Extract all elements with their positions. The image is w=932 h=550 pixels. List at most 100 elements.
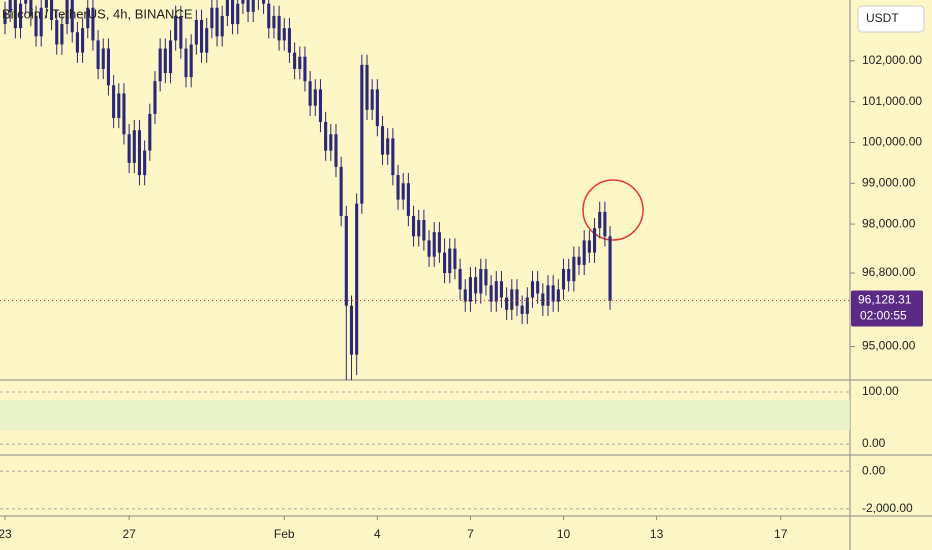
- candle-body: [106, 48, 110, 86]
- candle-body: [29, 0, 33, 16]
- candle-body: [411, 215, 416, 237]
- candle-body: [298, 56, 302, 69]
- candle-body: [24, 0, 28, 4]
- x-tick-label: 7: [467, 527, 474, 541]
- last-price-box: [851, 290, 923, 327]
- candle-body: [530, 281, 535, 298]
- candle-body: [8, 0, 12, 12]
- candle-body: [598, 211, 602, 229]
- candle-body: [417, 220, 421, 237]
- candle-body: [427, 240, 431, 257]
- candle-body: [380, 126, 385, 155]
- y-tick-label: 100,000.00: [862, 135, 922, 149]
- last-price-label: 96,128.31: [858, 293, 912, 307]
- oscillator-band: [0, 400, 850, 430]
- candle-body: [163, 48, 167, 74]
- candle-body: [158, 48, 162, 82]
- y-tick-label: 0.00: [862, 463, 886, 477]
- candle-body: [308, 81, 312, 106]
- candle-body: [122, 93, 126, 135]
- candle-body: [236, 3, 240, 25]
- candle-body: [318, 89, 323, 123]
- candle-body: [3, 11, 7, 25]
- annotation-circle: [582, 179, 644, 241]
- candle-body: [75, 32, 79, 53]
- candle-body: [199, 20, 204, 53]
- y-tick-label: 101,000.00: [862, 94, 922, 108]
- candle-body: [577, 256, 581, 265]
- candle-body: [510, 289, 514, 310]
- candle-body: [241, 0, 245, 4]
- candle-body: [536, 281, 540, 294]
- candle-body: [65, 0, 69, 25]
- candle-body: [499, 281, 504, 298]
- candle-body: [505, 297, 509, 310]
- y-tick-label: 99,000.00: [862, 175, 916, 189]
- candle-body: [479, 268, 483, 294]
- candle-body: [515, 289, 519, 306]
- candle-body: [70, 0, 74, 33]
- candle-body: [525, 297, 529, 314]
- candle-body: [50, 0, 54, 20]
- candle-body: [55, 20, 59, 45]
- candle-body: [267, 3, 271, 29]
- candle-body: [287, 28, 291, 53]
- candle-body: [101, 48, 105, 69]
- chart-title: Bitcoin / TetherUS, 4h, BINANCE: [2, 6, 193, 21]
- candle-body: [603, 211, 607, 237]
- candle-body: [561, 268, 566, 290]
- candle-body: [453, 248, 457, 269]
- candle-body: [365, 64, 369, 110]
- candle-body: [246, 0, 250, 12]
- candle-body: [143, 150, 147, 176]
- currency-label[interactable]: USDT: [866, 11, 899, 25]
- candle-body: [339, 166, 343, 216]
- x-tick-label: 13: [650, 527, 664, 541]
- y-tick-label: 95,000.00: [862, 339, 916, 353]
- candle-body: [401, 183, 405, 200]
- candle-body: [494, 281, 498, 302]
- candle-body: [184, 48, 188, 78]
- currency-button[interactable]: [857, 5, 925, 33]
- candle-body: [386, 138, 390, 155]
- x-tick-label: Feb: [274, 527, 295, 541]
- candle-body: [81, 28, 85, 53]
- candle-body: [391, 138, 395, 176]
- candle-body: [251, 0, 255, 12]
- candle-body: [474, 277, 478, 294]
- candle-body: [179, 15, 183, 49]
- candle-body: [572, 256, 576, 282]
- candle-body: [277, 15, 281, 41]
- y-tick-label: 102,000.00: [862, 53, 922, 67]
- candle-body: [541, 293, 545, 306]
- candle-body: [432, 232, 436, 257]
- candle-body: [13, 0, 17, 29]
- candle-body: [96, 40, 100, 69]
- candle-body: [231, 0, 235, 25]
- candle-body: [334, 134, 338, 167]
- candle-body: [443, 252, 447, 274]
- x-tick-label: 17: [774, 527, 788, 541]
- candle-body: [556, 289, 560, 302]
- x-tick-label: 27: [122, 527, 136, 541]
- candle-body: [375, 89, 379, 127]
- candle-body: [18, 3, 23, 29]
- candle-body: [608, 236, 612, 301]
- candle-body: [39, 7, 43, 37]
- candle-body: [587, 240, 591, 253]
- candle-body: [210, 7, 214, 29]
- y-tick-label: 98,000.00: [862, 216, 916, 230]
- candle-body: [117, 93, 121, 118]
- candle-body: [582, 240, 586, 265]
- x-tick-label: 23: [0, 527, 12, 541]
- candle-body: [360, 64, 364, 204]
- candle-body: [546, 285, 550, 306]
- y-tick-label: -2,000.00: [862, 501, 913, 515]
- candle-body: [127, 134, 131, 163]
- candle-body: [137, 130, 142, 176]
- candle-body: [370, 89, 374, 110]
- candle-body: [112, 85, 116, 118]
- candle-body: [329, 134, 333, 151]
